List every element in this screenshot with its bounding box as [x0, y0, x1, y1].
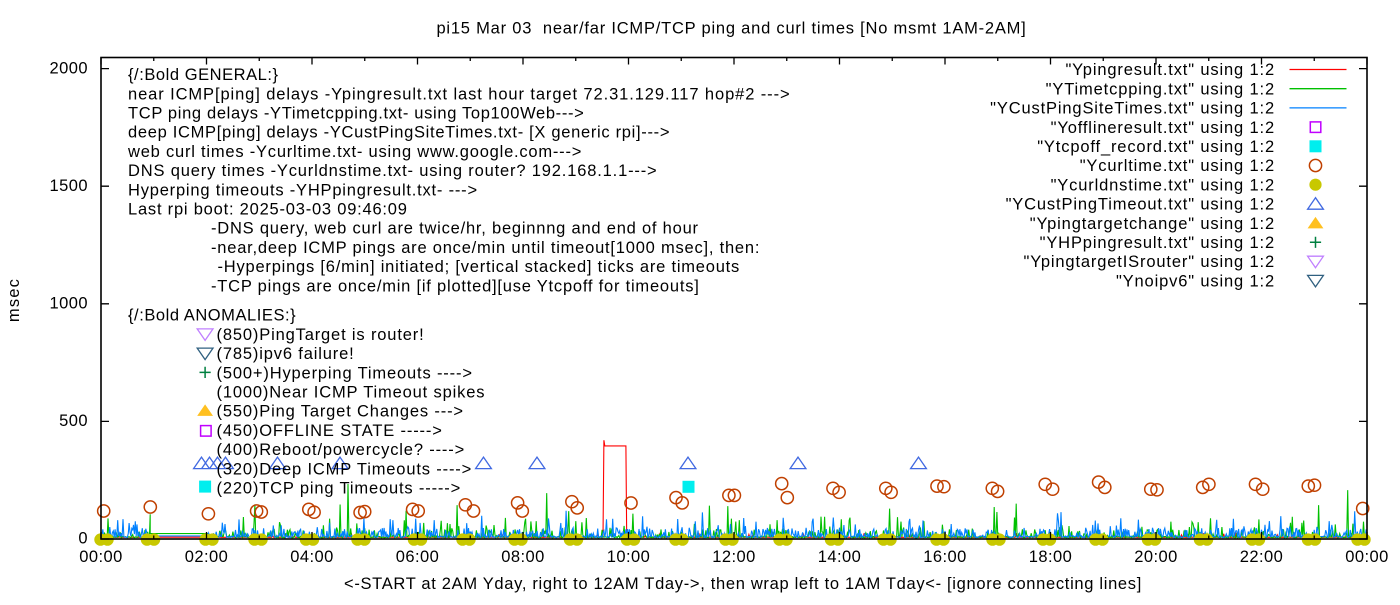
svg-text:500: 500	[59, 412, 88, 430]
svg-text:TCP ping delays -YTimetcpping.: TCP ping delays -YTimetcpping.txt- using…	[128, 105, 584, 123]
svg-text:deep ICMP[ping] delays -YCustP: deep ICMP[ping] delays -YCustPingSiteTim…	[128, 124, 670, 142]
svg-text:10:00: 10:00	[607, 548, 651, 566]
svg-text:18:00: 18:00	[1029, 548, 1073, 566]
svg-text:"Ycurldnstime.txt" using 1:2: "Ycurldnstime.txt" using 1:2	[1051, 176, 1275, 194]
svg-text:16:00: 16:00	[923, 548, 967, 566]
svg-text:00:00: 00:00	[79, 548, 123, 566]
svg-text:-near,deep ICMP pings are once: -near,deep ICMP pings are once/min until…	[211, 239, 760, 257]
svg-text:22:00: 22:00	[1240, 548, 1284, 566]
svg-text:(550)Ping Target Changes --->: (550)Ping Target Changes --->	[217, 403, 464, 421]
svg-text:2000: 2000	[49, 60, 88, 78]
svg-text:(500+)Hyperping Timeouts ---->: (500+)Hyperping Timeouts ---->	[217, 364, 473, 382]
svg-text:20:00: 20:00	[1134, 548, 1178, 566]
svg-text:-TCP pings are once/min [if pl: -TCP pings are once/min [if plotted][use…	[211, 277, 700, 295]
svg-text:Last rpi boot: 2025-03-03 09:4: Last rpi boot: 2025-03-03 09:46:09	[128, 201, 408, 219]
svg-text:14:00: 14:00	[818, 548, 862, 566]
svg-text:06:00: 06:00	[396, 548, 440, 566]
svg-text:"Ycurltime.txt" using 1:2: "Ycurltime.txt" using 1:2	[1080, 157, 1275, 175]
svg-text:<-START at 2AM Yday, right to: <-START at 2AM Yday, right to 12AM Tday-…	[344, 575, 1142, 593]
svg-text:"Ypingtargetchange" using 1:2: "Ypingtargetchange" using 1:2	[1030, 215, 1275, 233]
svg-text:"Ytcpoff_record.txt" using 1:2: "Ytcpoff_record.txt" using 1:2	[1037, 138, 1275, 156]
svg-text:"Ypingresult.txt" using 1:2: "Ypingresult.txt" using 1:2	[1065, 61, 1275, 79]
svg-text:{/:Bold ANOMALIES:}: {/:Bold ANOMALIES:}	[128, 307, 296, 325]
svg-text:"YpingtargetISrouter" using 1:: "YpingtargetISrouter" using 1:2	[1024, 253, 1275, 271]
svg-text:(450)OFFLINE STATE ----->: (450)OFFLINE STATE ----->	[217, 422, 443, 440]
svg-text:(850)PingTarget is router!: (850)PingTarget is router!	[217, 326, 425, 344]
svg-text:near ICMP[ping] delays -Ypingr: near ICMP[ping] delays -Ypingresult.txt …	[128, 85, 791, 103]
svg-text:(320)Deep ICMP Timeouts ---->: (320)Deep ICMP Timeouts ---->	[217, 460, 473, 478]
svg-text:"YHPpingresult.txt" using 1:2: "YHPpingresult.txt" using 1:2	[1040, 234, 1275, 252]
svg-text:"YTimetcpping.txt" using 1:2: "YTimetcpping.txt" using 1:2	[1046, 80, 1275, 98]
svg-text:-Hyperpings [6/min] initiated;: -Hyperpings [6/min] initiated; [vertical…	[218, 258, 741, 276]
svg-text:12:00: 12:00	[712, 548, 756, 566]
svg-text:pi15 Mar 03 near/far ICMP/TCP: pi15 Mar 03 near/far ICMP/TCP ping and c…	[436, 20, 1026, 38]
svg-text:0: 0	[78, 530, 88, 548]
svg-text:00:00: 00:00	[1345, 548, 1389, 566]
svg-text:"Yofflineresult.txt" using 1:2: "Yofflineresult.txt" using 1:2	[1051, 119, 1275, 137]
svg-text:"YCustPingTimeout.txt" using 1: "YCustPingTimeout.txt" using 1:2	[1006, 196, 1275, 214]
svg-text:DNS query times -Ycurldnstime.: DNS query times -Ycurldnstime.txt- using…	[128, 162, 658, 180]
svg-text:(1000)Near ICMP Timeout spikes: (1000)Near ICMP Timeout spikes	[217, 384, 486, 402]
svg-text:04:00: 04:00	[290, 548, 334, 566]
svg-text:-DNS query, web curl are twice: -DNS query, web curl are twice/hr, begin…	[211, 220, 699, 238]
svg-text:1000: 1000	[49, 295, 88, 313]
svg-text:"Ynoipv6" using 1:2: "Ynoipv6" using 1:2	[1116, 272, 1275, 290]
svg-text:(785)ipv6 failure!: (785)ipv6 failure!	[217, 345, 355, 363]
svg-text:msec: msec	[5, 278, 23, 322]
svg-text:(400)Reboot/powercycle? ---->: (400)Reboot/powercycle? ---->	[217, 441, 466, 459]
svg-text:02:00: 02:00	[185, 548, 229, 566]
svg-text:08:00: 08:00	[501, 548, 545, 566]
svg-text:{/:Bold GENERAL:}: {/:Bold GENERAL:}	[128, 66, 279, 84]
svg-text:Hyperping timeouts -YHPpingres: Hyperping timeouts -YHPpingresult.txt- -…	[128, 181, 478, 199]
svg-text:"YCustPingSiteTimes.txt" using: "YCustPingSiteTimes.txt" using 1:2	[990, 100, 1275, 118]
svg-text:1500: 1500	[49, 177, 88, 195]
svg-text:(220)TCP ping Timeouts ----->: (220)TCP ping Timeouts ----->	[217, 480, 462, 498]
svg-text:web curl times -Ycurltime.txt-: web curl times -Ycurltime.txt- using www…	[127, 143, 582, 161]
